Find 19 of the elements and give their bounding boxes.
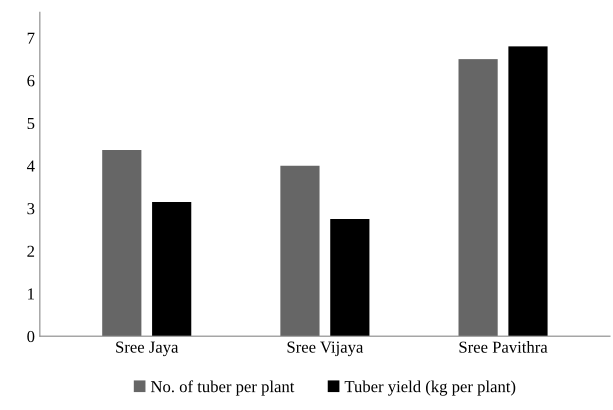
bar: [508, 46, 548, 336]
x-tick-label: Sree Pavithra: [459, 341, 548, 353]
x-tick-label: Sree Jaya: [116, 342, 178, 356]
bar: [102, 150, 142, 336]
y-tick-label: 5: [28, 118, 34, 130]
y-tick-label: 6: [27, 75, 34, 86]
bar: [152, 202, 192, 336]
y-tick-label: 7: [28, 32, 35, 44]
x-tick-label: Sree Vijaya: [288, 342, 364, 356]
y-tick-label: 2: [27, 246, 34, 257]
y-tick-label: 4: [26, 160, 35, 172]
y-tick-label: 3: [27, 203, 34, 214]
bar: [458, 59, 498, 336]
y-tick-label: 1: [28, 288, 34, 300]
legend-label: No. of tuber per plant: [150, 380, 294, 396]
y-tick-label: 0: [27, 330, 34, 342]
legend-label: Tuber yield (kg per plant): [344, 380, 516, 396]
bar: [330, 219, 370, 336]
bar: [280, 166, 320, 336]
